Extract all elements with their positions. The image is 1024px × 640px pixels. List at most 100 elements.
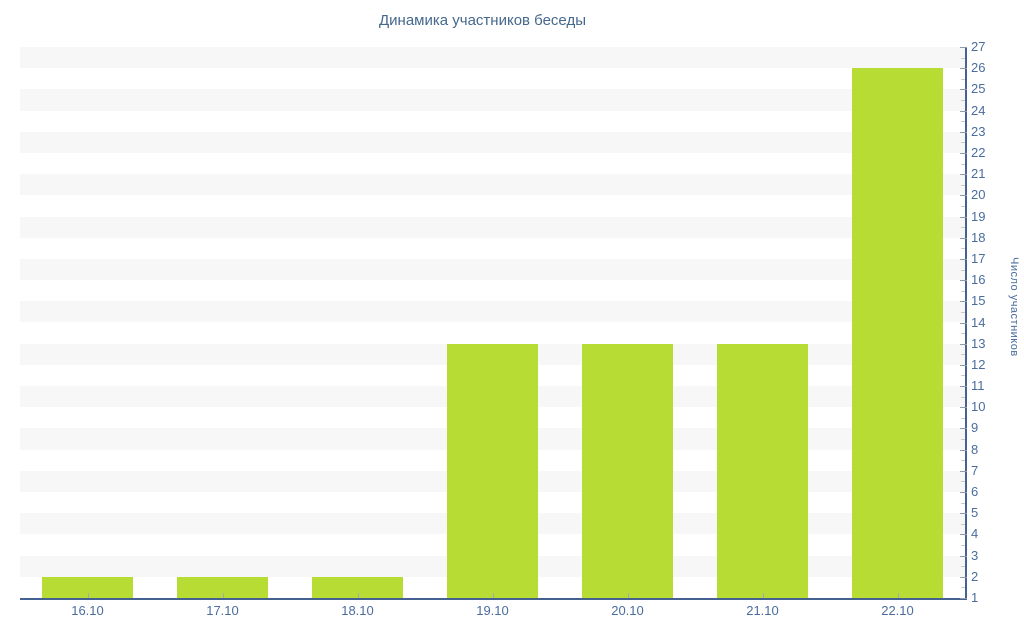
background-band (20, 153, 965, 174)
y-axis-tick (960, 492, 967, 494)
y-tick-label: 17 (971, 250, 986, 266)
y-axis-tick (960, 428, 967, 430)
y-axis-minor-tick (961, 375, 965, 377)
y-axis-tick (960, 555, 967, 557)
y-tick-label: 16 (971, 272, 986, 288)
y-axis-title: Число участников (1008, 257, 1020, 357)
background-band (20, 131, 965, 153)
bar-20.10[interactable] (582, 343, 673, 598)
y-axis-tick (960, 534, 967, 536)
y-axis-tick (960, 386, 967, 388)
x-axis-line (20, 598, 966, 600)
bar-18.10[interactable] (312, 576, 403, 598)
y-axis-tick (960, 131, 967, 133)
bar-16.10[interactable] (42, 576, 133, 598)
y-tick-label: 13 (971, 335, 986, 351)
y-axis-minor-tick (961, 460, 965, 462)
y-axis-minor-tick (961, 290, 965, 292)
x-axis-tick (897, 593, 899, 598)
y-axis-tick (960, 449, 967, 451)
x-tick-label: 21.10 (746, 603, 779, 618)
x-tick-label: 19.10 (476, 603, 509, 618)
y-axis-tick (960, 470, 967, 472)
y-axis-tick (960, 152, 967, 154)
y-axis-tick (960, 322, 967, 324)
y-axis-tick (960, 280, 967, 282)
background-band (20, 323, 965, 344)
y-tick-label: 7 (971, 462, 979, 478)
y-axis-tick (960, 598, 967, 599)
x-axis-tick (492, 593, 494, 598)
y-axis-minor-tick (961, 121, 965, 123)
bar-19.10[interactable] (447, 343, 538, 598)
y-tick-label: 12 (971, 356, 986, 372)
y-tick-label: 10 (971, 399, 986, 415)
background-band (20, 280, 965, 301)
y-tick-label: 27 (971, 39, 986, 54)
y-axis-minor-tick (961, 205, 965, 207)
y-axis-tick (960, 407, 967, 409)
y-axis-minor-tick (961, 248, 965, 250)
y-axis-tick (960, 47, 967, 48)
y-tick-label: 20 (971, 187, 986, 203)
y-tick-label: 26 (971, 60, 986, 76)
background-band (20, 111, 965, 132)
background-band (20, 238, 965, 259)
background-band (20, 301, 965, 323)
x-tick-label: 20.10 (611, 603, 644, 618)
y-tick-label: 21 (971, 166, 986, 182)
bar-21.10[interactable] (717, 343, 808, 598)
y-tick-label: 11 (971, 378, 985, 394)
y-tick-label: 1 (971, 590, 979, 605)
y-axis-minor-tick (961, 354, 965, 356)
bar-22.10[interactable] (852, 68, 943, 598)
background-band (20, 47, 965, 69)
x-tick-label: 22.10 (881, 603, 914, 618)
y-axis-tick (960, 364, 967, 366)
y-axis-minor-tick (961, 57, 965, 59)
y-tick-label: 14 (971, 314, 986, 330)
y-tick-label: 18 (971, 229, 986, 245)
y-axis-tick (960, 216, 967, 218)
y-tick-label: 19 (971, 208, 986, 224)
y-tick-label: 24 (971, 102, 986, 118)
y-axis-minor-tick (961, 502, 965, 504)
y-tick-label: 22 (971, 144, 986, 160)
y-axis-minor-tick (961, 417, 965, 419)
y-axis-minor-tick (961, 439, 965, 441)
y-axis-tick (960, 110, 967, 112)
y-axis-tick (960, 343, 967, 345)
y-axis-minor-tick (961, 78, 965, 80)
y-axis-minor-tick (961, 481, 965, 483)
y-axis-line (965, 47, 967, 600)
y-tick-label: 2 (971, 568, 979, 584)
y-axis-minor-tick (961, 163, 965, 165)
y-axis-tick (960, 68, 967, 70)
y-axis-minor-tick (961, 227, 965, 229)
x-axis-tick (762, 593, 764, 598)
x-axis-tick (357, 593, 359, 598)
y-axis-minor-tick (961, 396, 965, 398)
y-tick-label: 5 (971, 505, 979, 521)
background-band (20, 258, 965, 281)
y-tick-label: 15 (971, 293, 986, 309)
background-band (20, 195, 965, 216)
y-tick-label: 4 (971, 526, 979, 542)
y-axis-tick (960, 174, 967, 176)
y-axis-tick (960, 258, 967, 260)
x-axis-tick (222, 593, 224, 598)
x-tick-label: 16.10 (71, 603, 104, 618)
y-axis-minor-tick (961, 269, 965, 271)
y-axis-tick (960, 513, 967, 515)
y-tick-label: 23 (971, 123, 986, 139)
y-axis-tick (960, 195, 967, 197)
y-tick-label: 9 (971, 420, 979, 436)
bar-17.10[interactable] (177, 576, 268, 598)
y-tick-label: 25 (971, 81, 986, 97)
chart-title: Динамика участников беседы (379, 12, 586, 29)
background-band (20, 68, 965, 89)
y-axis-tick (960, 89, 967, 91)
y-tick-label: 8 (971, 441, 979, 457)
y-axis-tick (960, 576, 967, 578)
